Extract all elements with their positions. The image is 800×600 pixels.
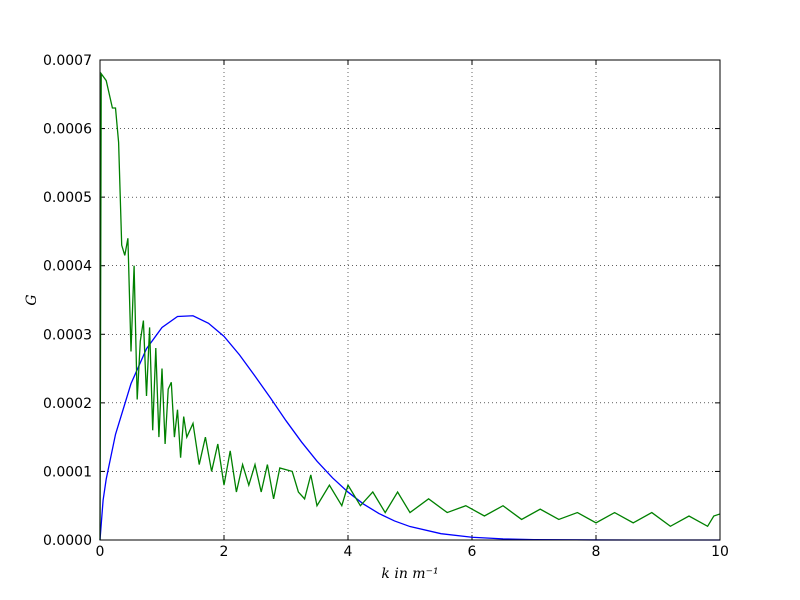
y-tick-label: 0.0006	[43, 122, 92, 138]
y-tick-label: 0.0004	[43, 259, 92, 275]
plot-frame	[99, 59, 721, 541]
x-tick-label: 8	[592, 544, 601, 560]
y-tick-label: 0.0001	[43, 464, 92, 480]
y-tick-label: 0.0002	[43, 396, 92, 412]
y-axis-label: G	[24, 294, 40, 305]
y-tick-label: 0.0007	[43, 53, 92, 69]
line-series	[99, 315, 720, 541]
x-tick-label: 10	[711, 544, 729, 560]
y-tick-label: 0.0000	[43, 533, 92, 549]
y-tick-label: 0.0003	[43, 327, 92, 343]
x-tick-label: 0	[96, 544, 105, 560]
y-tick-label: 0.0005	[43, 190, 92, 206]
x-tick-label: 6	[468, 544, 477, 560]
line-series	[99, 71, 721, 541]
x-tick-label: 2	[220, 544, 229, 560]
x-tick-label: 4	[344, 544, 353, 560]
x-axis-label: k in m⁻¹	[381, 566, 438, 582]
